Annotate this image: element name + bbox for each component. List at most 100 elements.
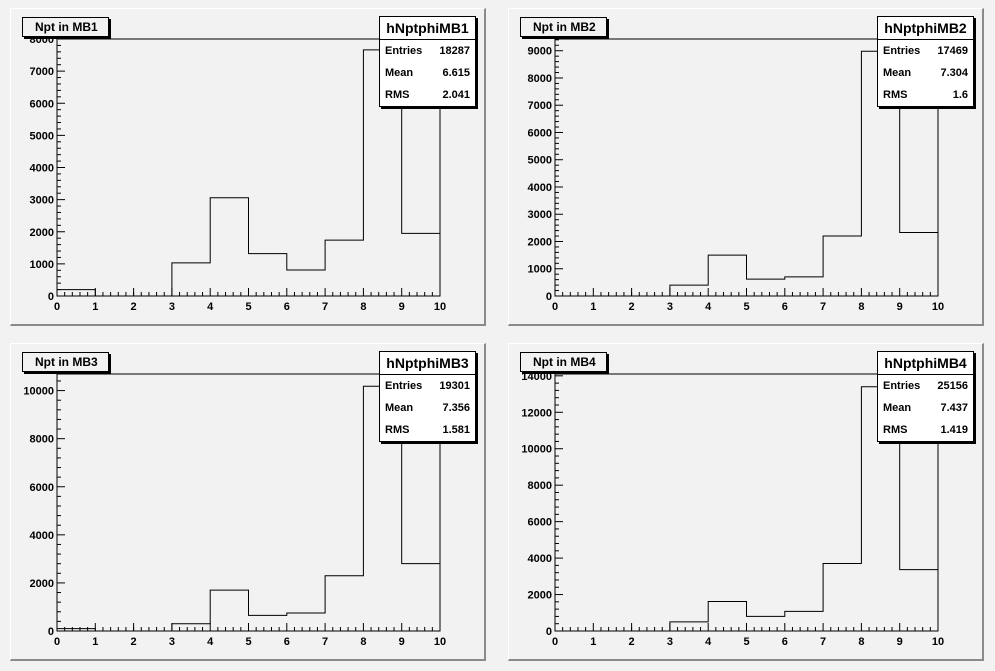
stats-label: RMS — [385, 89, 410, 101]
y-tick-label: 0 — [48, 626, 54, 638]
y-tick-label: 0 — [546, 626, 552, 638]
y-tick-label: 0 — [48, 291, 54, 303]
stats-label: RMS — [883, 89, 908, 101]
stats-row-mean: Mean 7.356 — [380, 397, 475, 419]
histogram-pad-1: 0 1 2 3 4 5 6 7 8 9 10 0 1000 2000 3000 4000 5000 6000 700… — [10, 8, 486, 326]
x-tick-label: 0 — [552, 636, 558, 648]
stats-row-entries: Entries 19301 — [380, 375, 475, 397]
x-tick-label: 9 — [399, 301, 405, 313]
x-tick-label: 0 — [54, 636, 60, 648]
x-tick-label: 2 — [131, 636, 137, 648]
histogram-bin — [670, 285, 708, 296]
x-tick-label: 4 — [705, 636, 712, 648]
histogram-bin — [747, 279, 785, 296]
stats-row-rms: RMS 2.041 — [380, 84, 475, 106]
histogram-bin — [172, 624, 210, 631]
y-tick-label: 6000 — [528, 127, 552, 139]
plot-frame — [56, 373, 441, 632]
stats-histogram-name: hNptphiMB1 — [380, 17, 475, 40]
y-tick-label: 12000 — [521, 407, 552, 419]
stats-row-mean: Mean 7.304 — [878, 62, 973, 84]
y-tick-label: 2000 — [528, 590, 552, 602]
x-tick-label: 1 — [590, 301, 596, 313]
y-tick-label: 4000 — [30, 530, 54, 542]
y-tick-label: 8000 — [30, 34, 54, 46]
y-tick-label: 3000 — [30, 195, 54, 207]
histogram-plot-3: 0 1 2 3 4 5 6 7 8 9 10 0 2000 4000 6000 8000 10000 — [23, 373, 446, 648]
histogram-plot-4: 0 1 2 3 4 5 6 7 8 9 10 0 2000 4000 6000 8000 10000 12000 1… — [521, 371, 944, 648]
x-tick-label: 8 — [360, 301, 366, 313]
x-tick-label: 2 — [131, 301, 137, 313]
stats-value: 7.437 — [940, 402, 968, 414]
histogram-bin — [287, 613, 325, 631]
x-tick-label: 5 — [245, 636, 251, 648]
y-tick-label: 5000 — [30, 130, 54, 142]
stats-value: 7.304 — [940, 67, 968, 79]
y-tick-label: 0 — [546, 291, 552, 303]
stats-histogram-name: hNptphiMB3 — [380, 352, 475, 375]
x-tick-label: 1 — [92, 301, 98, 313]
histogram-bin — [57, 290, 95, 296]
x-tick-label: 2 — [629, 636, 635, 648]
x-tick-label: 7 — [820, 301, 826, 313]
histogram-bin — [670, 622, 708, 631]
y-tick-label: 4000 — [528, 182, 552, 194]
x-tick-label: 3 — [169, 301, 175, 313]
y-tick-label: 7000 — [30, 66, 54, 78]
x-tick-label: 10 — [932, 301, 944, 313]
histogram-bin — [785, 277, 823, 296]
y-tick-label: 14000 — [521, 371, 552, 383]
x-tick-label: 5 — [743, 636, 749, 648]
x-tick-label: 10 — [434, 636, 446, 648]
x-tick-label: 6 — [782, 301, 788, 313]
plot-frame — [554, 373, 939, 632]
x-tick-label: 7 — [322, 301, 328, 313]
plot-frame — [554, 38, 939, 297]
pad-title: Npt in MB2 — [520, 17, 607, 37]
stats-row-rms: RMS 1.581 — [380, 419, 475, 441]
x-tick-label: 9 — [897, 301, 903, 313]
x-tick-label: 8 — [360, 636, 366, 648]
histogram-bin — [249, 254, 287, 296]
y-tick-label: 9000 — [528, 46, 552, 58]
stats-row-entries: Entries 25156 — [878, 375, 973, 397]
pad-title: Npt in MB3 — [22, 352, 109, 372]
y-tick-label: 8000 — [528, 73, 552, 85]
y-tick-label: 8000 — [528, 480, 552, 492]
y-tick-label: 2000 — [30, 227, 54, 239]
histogram-bin — [785, 611, 823, 631]
x-tick-label: 3 — [667, 301, 673, 313]
stats-value: 2.041 — [442, 89, 470, 101]
stats-value: 18287 — [439, 45, 470, 57]
x-tick-label: 8 — [858, 301, 864, 313]
histogram-pad-3: 0 1 2 3 4 5 6 7 8 9 10 0 2000 4000 6000 8000 10000 Npt i… — [10, 343, 486, 661]
histogram-bin — [402, 233, 440, 296]
histogram-bin — [708, 255, 746, 296]
histogram-bin — [325, 240, 363, 296]
y-tick-label: 5000 — [528, 155, 552, 167]
x-tick-label: 4 — [207, 301, 214, 313]
stats-row-entries: Entries 18287 — [380, 40, 475, 62]
stats-row-mean: Mean 7.437 — [878, 397, 973, 419]
x-tick-label: 8 — [858, 636, 864, 648]
x-tick-label: 5 — [743, 301, 749, 313]
stats-label: Mean — [883, 67, 912, 79]
y-tick-label: 4000 — [30, 163, 54, 175]
histogram-bin — [708, 601, 746, 631]
x-tick-label: 3 — [169, 636, 175, 648]
y-tick-label: 7000 — [528, 100, 552, 112]
stats-label: Entries — [385, 45, 423, 57]
x-tick-label: 9 — [399, 636, 405, 648]
x-tick-label: 0 — [54, 301, 60, 313]
histogram-bin — [210, 198, 248, 296]
histogram-bin — [249, 615, 287, 631]
x-tick-label: 5 — [245, 301, 251, 313]
stats-label: Mean — [385, 402, 414, 414]
x-tick-label: 6 — [284, 301, 290, 313]
histogram-bin — [325, 576, 363, 631]
stats-row-rms: RMS 1.419 — [878, 419, 973, 441]
x-tick-label: 9 — [897, 636, 903, 648]
histogram-bin — [287, 270, 325, 296]
stats-value: 1.581 — [442, 424, 470, 436]
y-tick-label: 8000 — [30, 434, 54, 446]
